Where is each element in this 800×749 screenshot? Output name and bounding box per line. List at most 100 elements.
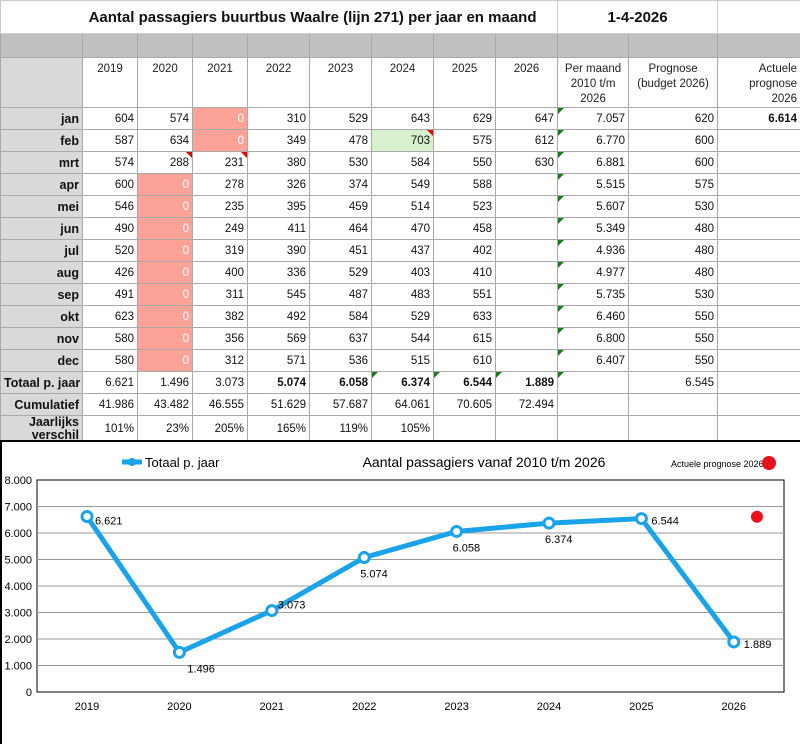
table-cell[interactable]: 46.555: [193, 394, 248, 416]
table-cell[interactable]: [718, 196, 800, 218]
table-cell[interactable]: 336: [248, 262, 310, 284]
table-cell[interactable]: [496, 284, 558, 306]
table-cell[interactable]: [718, 240, 800, 262]
table-cell[interactable]: 458: [434, 218, 496, 240]
table-cell[interactable]: 600: [83, 174, 138, 196]
table-cell[interactable]: 380: [248, 152, 310, 174]
table-cell[interactable]: 6.621: [83, 372, 138, 394]
table-cell[interactable]: 536: [310, 350, 372, 372]
table-cell[interactable]: [496, 240, 558, 262]
table-cell[interactable]: 5.515: [558, 174, 629, 196]
table-cell[interactable]: 349: [248, 130, 310, 152]
table-cell[interactable]: 1.889: [496, 372, 558, 394]
table-cell[interactable]: 575: [629, 174, 718, 196]
table-cell[interactable]: [718, 284, 800, 306]
table-cell[interactable]: 459: [310, 196, 372, 218]
table-cell[interactable]: 7.057: [558, 108, 629, 130]
table-cell[interactable]: 551: [434, 284, 496, 306]
table-cell[interactable]: 312: [193, 350, 248, 372]
table-cell[interactable]: [496, 218, 558, 240]
table-cell[interactable]: 235: [193, 196, 248, 218]
table-cell[interactable]: 571: [248, 350, 310, 372]
table-cell[interactable]: [558, 372, 629, 394]
table-cell[interactable]: 278: [193, 174, 248, 196]
table-cell[interactable]: [558, 394, 629, 416]
table-cell[interactable]: [496, 416, 558, 443]
table-cell[interactable]: 515: [372, 350, 434, 372]
table-cell[interactable]: 530: [629, 284, 718, 306]
table-cell[interactable]: 643: [372, 108, 434, 130]
table-cell[interactable]: [718, 174, 800, 196]
table-cell[interactable]: 319: [193, 240, 248, 262]
table-cell[interactable]: 647: [496, 108, 558, 130]
table-cell[interactable]: 72.494: [496, 394, 558, 416]
table-cell[interactable]: 550: [629, 306, 718, 328]
table-cell[interactable]: 580: [83, 350, 138, 372]
table-cell[interactable]: [496, 262, 558, 284]
table-cell[interactable]: 23%: [138, 416, 193, 443]
table-cell[interactable]: 634: [138, 130, 193, 152]
table-cell[interactable]: [718, 328, 800, 350]
table-cell[interactable]: [718, 218, 800, 240]
table-cell[interactable]: 51.629: [248, 394, 310, 416]
table-cell[interactable]: 411: [248, 218, 310, 240]
table-cell[interactable]: [718, 416, 800, 443]
table-cell[interactable]: 520: [83, 240, 138, 262]
table-cell[interactable]: [629, 416, 718, 443]
table-cell[interactable]: 514: [372, 196, 434, 218]
table-cell[interactable]: 633: [434, 306, 496, 328]
table-cell[interactable]: [718, 350, 800, 372]
table-cell[interactable]: 544: [372, 328, 434, 350]
table-cell[interactable]: 530: [310, 152, 372, 174]
table-cell[interactable]: 530: [629, 196, 718, 218]
table-cell[interactable]: [558, 416, 629, 443]
table-cell[interactable]: 480: [629, 240, 718, 262]
table-cell[interactable]: [496, 196, 558, 218]
table-cell[interactable]: 6.881: [558, 152, 629, 174]
table-cell[interactable]: 480: [629, 262, 718, 284]
table-cell[interactable]: 0: [138, 284, 193, 306]
table-cell[interactable]: 637: [310, 328, 372, 350]
table-cell[interactable]: 249: [193, 218, 248, 240]
table-cell[interactable]: 584: [372, 152, 434, 174]
table-cell[interactable]: 165%: [248, 416, 310, 443]
table-cell[interactable]: [718, 262, 800, 284]
table-cell[interactable]: 550: [434, 152, 496, 174]
table-cell[interactable]: 326: [248, 174, 310, 196]
table-cell[interactable]: 426: [83, 262, 138, 284]
table-cell[interactable]: 6.374: [372, 372, 434, 394]
table-cell[interactable]: 604: [83, 108, 138, 130]
table-cell[interactable]: 311: [193, 284, 248, 306]
table-cell[interactable]: 584: [310, 306, 372, 328]
table-cell[interactable]: 6.800: [558, 328, 629, 350]
table-cell[interactable]: [718, 130, 800, 152]
table-cell[interactable]: 580: [83, 328, 138, 350]
table-cell[interactable]: 403: [372, 262, 434, 284]
table-cell[interactable]: 410: [434, 262, 496, 284]
table-cell[interactable]: 600: [629, 152, 718, 174]
table-cell[interactable]: 623: [83, 306, 138, 328]
table-cell[interactable]: 5.735: [558, 284, 629, 306]
table-cell[interactable]: 4.936: [558, 240, 629, 262]
table-cell[interactable]: 0: [138, 218, 193, 240]
table-cell[interactable]: 569: [248, 328, 310, 350]
table-cell[interactable]: [718, 394, 800, 416]
table-cell[interactable]: 523: [434, 196, 496, 218]
table-cell[interactable]: 395: [248, 196, 310, 218]
table-cell[interactable]: 4.977: [558, 262, 629, 284]
table-cell[interactable]: [434, 416, 496, 443]
table-cell[interactable]: 575: [434, 130, 496, 152]
table-cell[interactable]: 390: [248, 240, 310, 262]
table-cell[interactable]: 549: [372, 174, 434, 196]
table-cell[interactable]: 600: [629, 130, 718, 152]
table-cell[interactable]: 6.544: [434, 372, 496, 394]
table-cell[interactable]: 529: [310, 108, 372, 130]
table-cell[interactable]: 703: [372, 130, 434, 152]
table-cell[interactable]: 101%: [83, 416, 138, 443]
table-cell[interactable]: 374: [310, 174, 372, 196]
table-cell[interactable]: 5.074: [248, 372, 310, 394]
table-cell[interactable]: 574: [138, 108, 193, 130]
table-cell[interactable]: 310: [248, 108, 310, 130]
table-cell[interactable]: [496, 328, 558, 350]
table-cell[interactable]: 0: [138, 306, 193, 328]
